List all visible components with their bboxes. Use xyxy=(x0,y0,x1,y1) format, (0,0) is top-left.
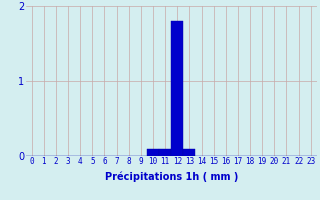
Bar xyxy=(159,148,171,156)
Bar xyxy=(183,148,196,156)
X-axis label: Précipitations 1h ( mm ): Précipitations 1h ( mm ) xyxy=(105,172,238,182)
Bar xyxy=(147,148,159,156)
Bar xyxy=(171,21,183,156)
